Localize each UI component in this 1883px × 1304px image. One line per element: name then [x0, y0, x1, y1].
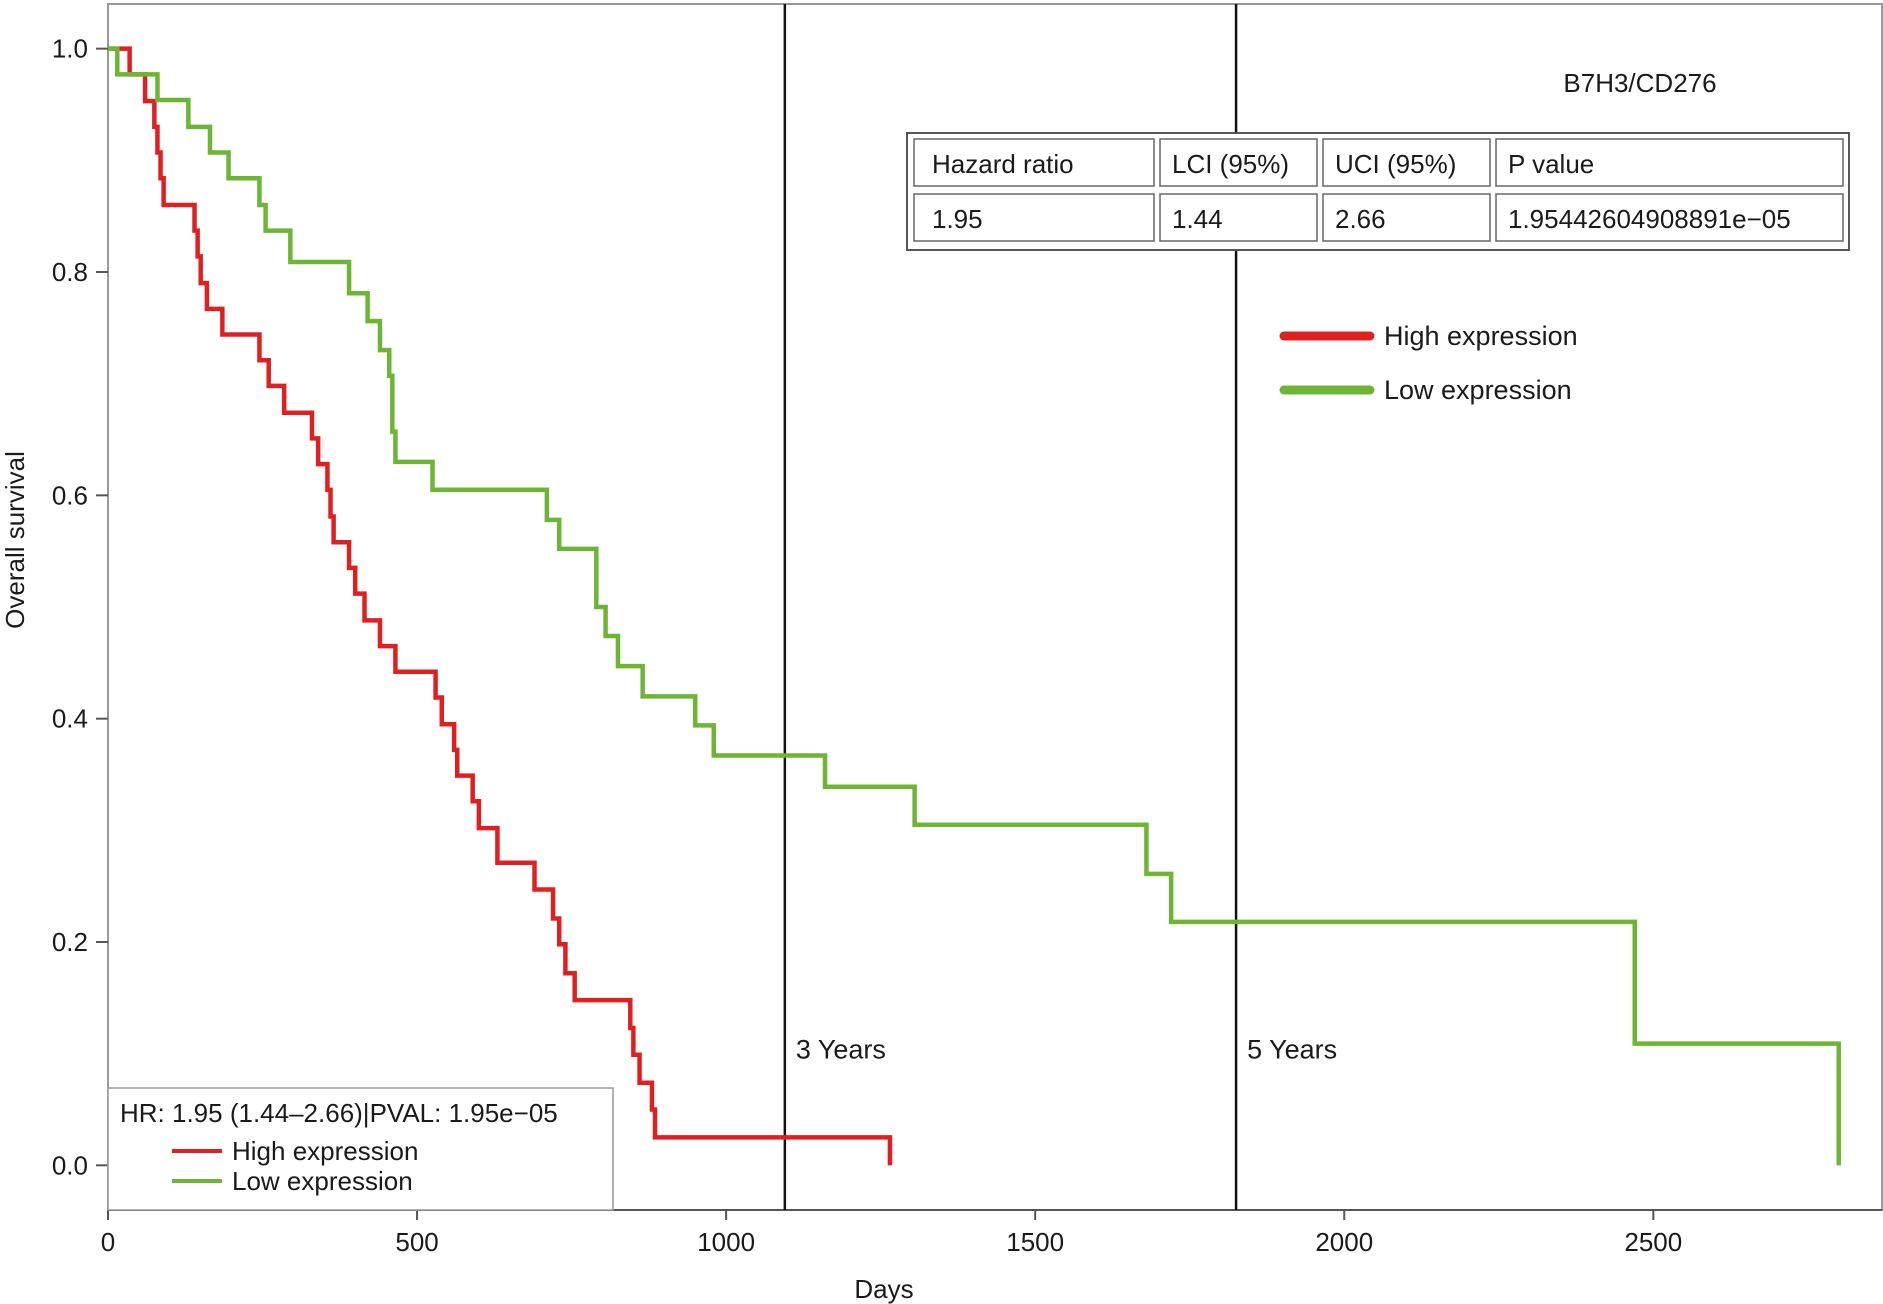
x-axis-label: Days — [854, 1274, 913, 1304]
stats-value-lci: 1.44 — [1172, 204, 1223, 234]
stats-header-p-value: P value — [1508, 149, 1594, 179]
reference-line-label-1: 3 Years — [796, 1035, 886, 1065]
x-tick-label: 0 — [101, 1227, 115, 1257]
stats-header-hazard-ratio: Hazard ratio — [932, 149, 1074, 179]
legend-label-high: High expression — [1384, 321, 1578, 351]
series-line-high-expression — [108, 46, 893, 1166]
stats-cell-header-1 — [913, 138, 1155, 187]
y-tick-label: 1.0 — [52, 34, 88, 64]
legend-bl-label-low: Low expression — [232, 1166, 413, 1196]
legend-bl-label-high: High expression — [232, 1136, 418, 1166]
stats-cell-value-1 — [913, 193, 1155, 242]
x-tick-label: 1500 — [1006, 1227, 1064, 1257]
stats-value-p-value: 1.95442604908891e−05 — [1508, 204, 1791, 234]
series-line-low-expression — [108, 46, 1841, 1166]
series-layer — [108, 46, 1841, 1166]
y-tick-label: 0.0 — [52, 1150, 88, 1180]
legend-top-right: High expression Low expression — [1279, 321, 1578, 405]
stats-value-uci: 2.66 — [1335, 204, 1386, 234]
stats-header-uci: UCI (95%) — [1335, 149, 1456, 179]
reference-line-label-2: 5 Years — [1247, 1035, 1337, 1065]
stats-table-frame — [906, 132, 1850, 251]
stats-cell-header-3 — [1322, 138, 1491, 187]
legend-bottom-left: HR: 1.95 (1.44–2.66)|PVAL: 1.95e−05 High… — [107, 1087, 614, 1211]
y-tick-label: 0.2 — [52, 927, 88, 957]
stats-cell-value-2 — [1159, 193, 1318, 242]
legend-hr-summary: HR: 1.95 (1.44–2.66)|PVAL: 1.95e−05 — [120, 1098, 558, 1128]
stats-table: Hazard ratio LCI (95%) UCI (95%) P value… — [906, 132, 1850, 251]
stats-cell-header-4 — [1495, 138, 1844, 187]
stats-value-hazard-ratio: 1.95 — [932, 204, 983, 234]
x-axis: 0 500 1000 1500 2000 2500 — [101, 1209, 1882, 1257]
gene-annotation: B7H3/CD276 — [1563, 68, 1716, 98]
y-axis-label: Overall survival — [0, 451, 30, 629]
legend-label-low: Low expression — [1384, 375, 1572, 405]
y-tick-label: 0.4 — [52, 704, 88, 734]
stats-cell-header-2 — [1159, 138, 1318, 187]
y-tick-label: 0.6 — [52, 480, 88, 510]
y-axis: 0.0 0.2 0.4 0.6 0.8 1.0 — [52, 34, 108, 1180]
y-tick-label: 0.8 — [52, 257, 88, 287]
stats-header-lci: LCI (95%) — [1172, 149, 1289, 179]
x-tick-label: 1000 — [697, 1227, 755, 1257]
stats-cell-value-3 — [1322, 193, 1491, 242]
x-tick-label: 2000 — [1315, 1227, 1373, 1257]
stats-cell-value-4 — [1495, 193, 1844, 242]
x-tick-label: 2500 — [1624, 1227, 1682, 1257]
x-tick-label: 500 — [395, 1227, 438, 1257]
